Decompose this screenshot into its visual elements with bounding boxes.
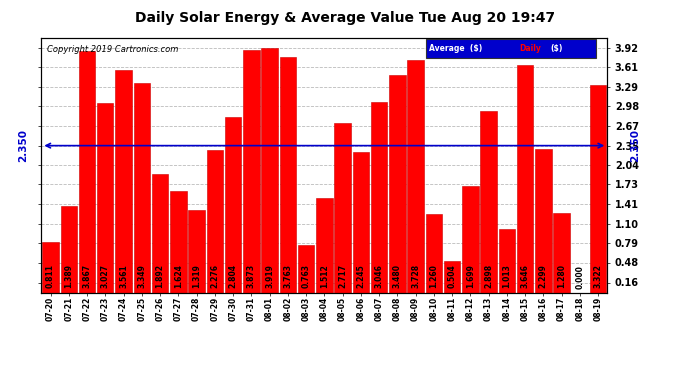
Bar <box>389 75 406 292</box>
Bar <box>298 245 314 292</box>
Bar <box>353 152 369 292</box>
Bar <box>407 60 424 292</box>
Bar <box>79 51 95 292</box>
Text: 0.811: 0.811 <box>46 264 55 288</box>
Text: 1.389: 1.389 <box>64 264 73 288</box>
Text: 2.804: 2.804 <box>228 264 237 288</box>
Bar <box>371 102 387 292</box>
Bar <box>262 48 278 292</box>
Bar <box>170 191 186 292</box>
Text: Copyright 2019 Cartronics.com: Copyright 2019 Cartronics.com <box>47 45 179 54</box>
Text: 2.898: 2.898 <box>484 263 493 288</box>
Text: 2.245: 2.245 <box>356 264 365 288</box>
Text: 1.512: 1.512 <box>319 264 329 288</box>
Bar <box>316 198 333 292</box>
Text: 2.350: 2.350 <box>630 129 640 162</box>
Bar <box>243 51 259 292</box>
Text: Average  ($): Average ($) <box>429 44 482 53</box>
Bar <box>426 214 442 292</box>
Bar <box>206 150 223 292</box>
Text: 2.350: 2.350 <box>18 129 28 162</box>
Text: 1.260: 1.260 <box>429 264 438 288</box>
Text: 3.349: 3.349 <box>137 264 146 288</box>
Text: Daily: Daily <box>520 44 542 53</box>
Bar <box>335 123 351 292</box>
Text: 3.873: 3.873 <box>247 263 256 288</box>
Bar <box>499 229 515 292</box>
Text: Daily Solar Energy & Average Value Tue Aug 20 19:47: Daily Solar Energy & Average Value Tue A… <box>135 11 555 25</box>
Bar <box>225 117 241 292</box>
Text: 3.728: 3.728 <box>411 263 420 288</box>
FancyBboxPatch shape <box>426 39 596 58</box>
Text: 3.646: 3.646 <box>520 264 529 288</box>
Text: 2.717: 2.717 <box>338 263 347 288</box>
Text: 1.699: 1.699 <box>466 264 475 288</box>
Bar <box>462 186 479 292</box>
Bar <box>61 206 77 292</box>
Text: 3.322: 3.322 <box>593 264 602 288</box>
Bar <box>444 261 460 292</box>
Bar <box>188 210 205 292</box>
Bar <box>553 213 570 292</box>
Bar <box>152 174 168 292</box>
Text: 0.504: 0.504 <box>448 264 457 288</box>
Bar <box>279 57 296 292</box>
Text: 0.000: 0.000 <box>575 266 584 290</box>
Text: ($): ($) <box>551 44 563 53</box>
Text: 1.013: 1.013 <box>502 264 511 288</box>
Bar <box>517 64 533 292</box>
Bar <box>97 104 113 292</box>
Bar <box>134 83 150 292</box>
Text: 3.919: 3.919 <box>265 264 274 288</box>
Text: 2.299: 2.299 <box>539 264 548 288</box>
Bar <box>590 85 607 292</box>
Text: 3.561: 3.561 <box>119 264 128 288</box>
Bar <box>535 149 551 292</box>
Bar <box>115 70 132 292</box>
Text: 0.763: 0.763 <box>302 264 310 288</box>
Text: 3.867: 3.867 <box>83 263 92 288</box>
Bar <box>42 242 59 292</box>
Text: 1.319: 1.319 <box>192 264 201 288</box>
Text: 3.763: 3.763 <box>284 264 293 288</box>
Bar <box>480 111 497 292</box>
Text: 3.046: 3.046 <box>375 264 384 288</box>
Text: 3.480: 3.480 <box>393 264 402 288</box>
Text: 1.280: 1.280 <box>557 264 566 288</box>
Text: 3.027: 3.027 <box>101 264 110 288</box>
Text: 2.276: 2.276 <box>210 264 219 288</box>
Text: 1.624: 1.624 <box>174 264 183 288</box>
Text: 1.892: 1.892 <box>155 264 164 288</box>
